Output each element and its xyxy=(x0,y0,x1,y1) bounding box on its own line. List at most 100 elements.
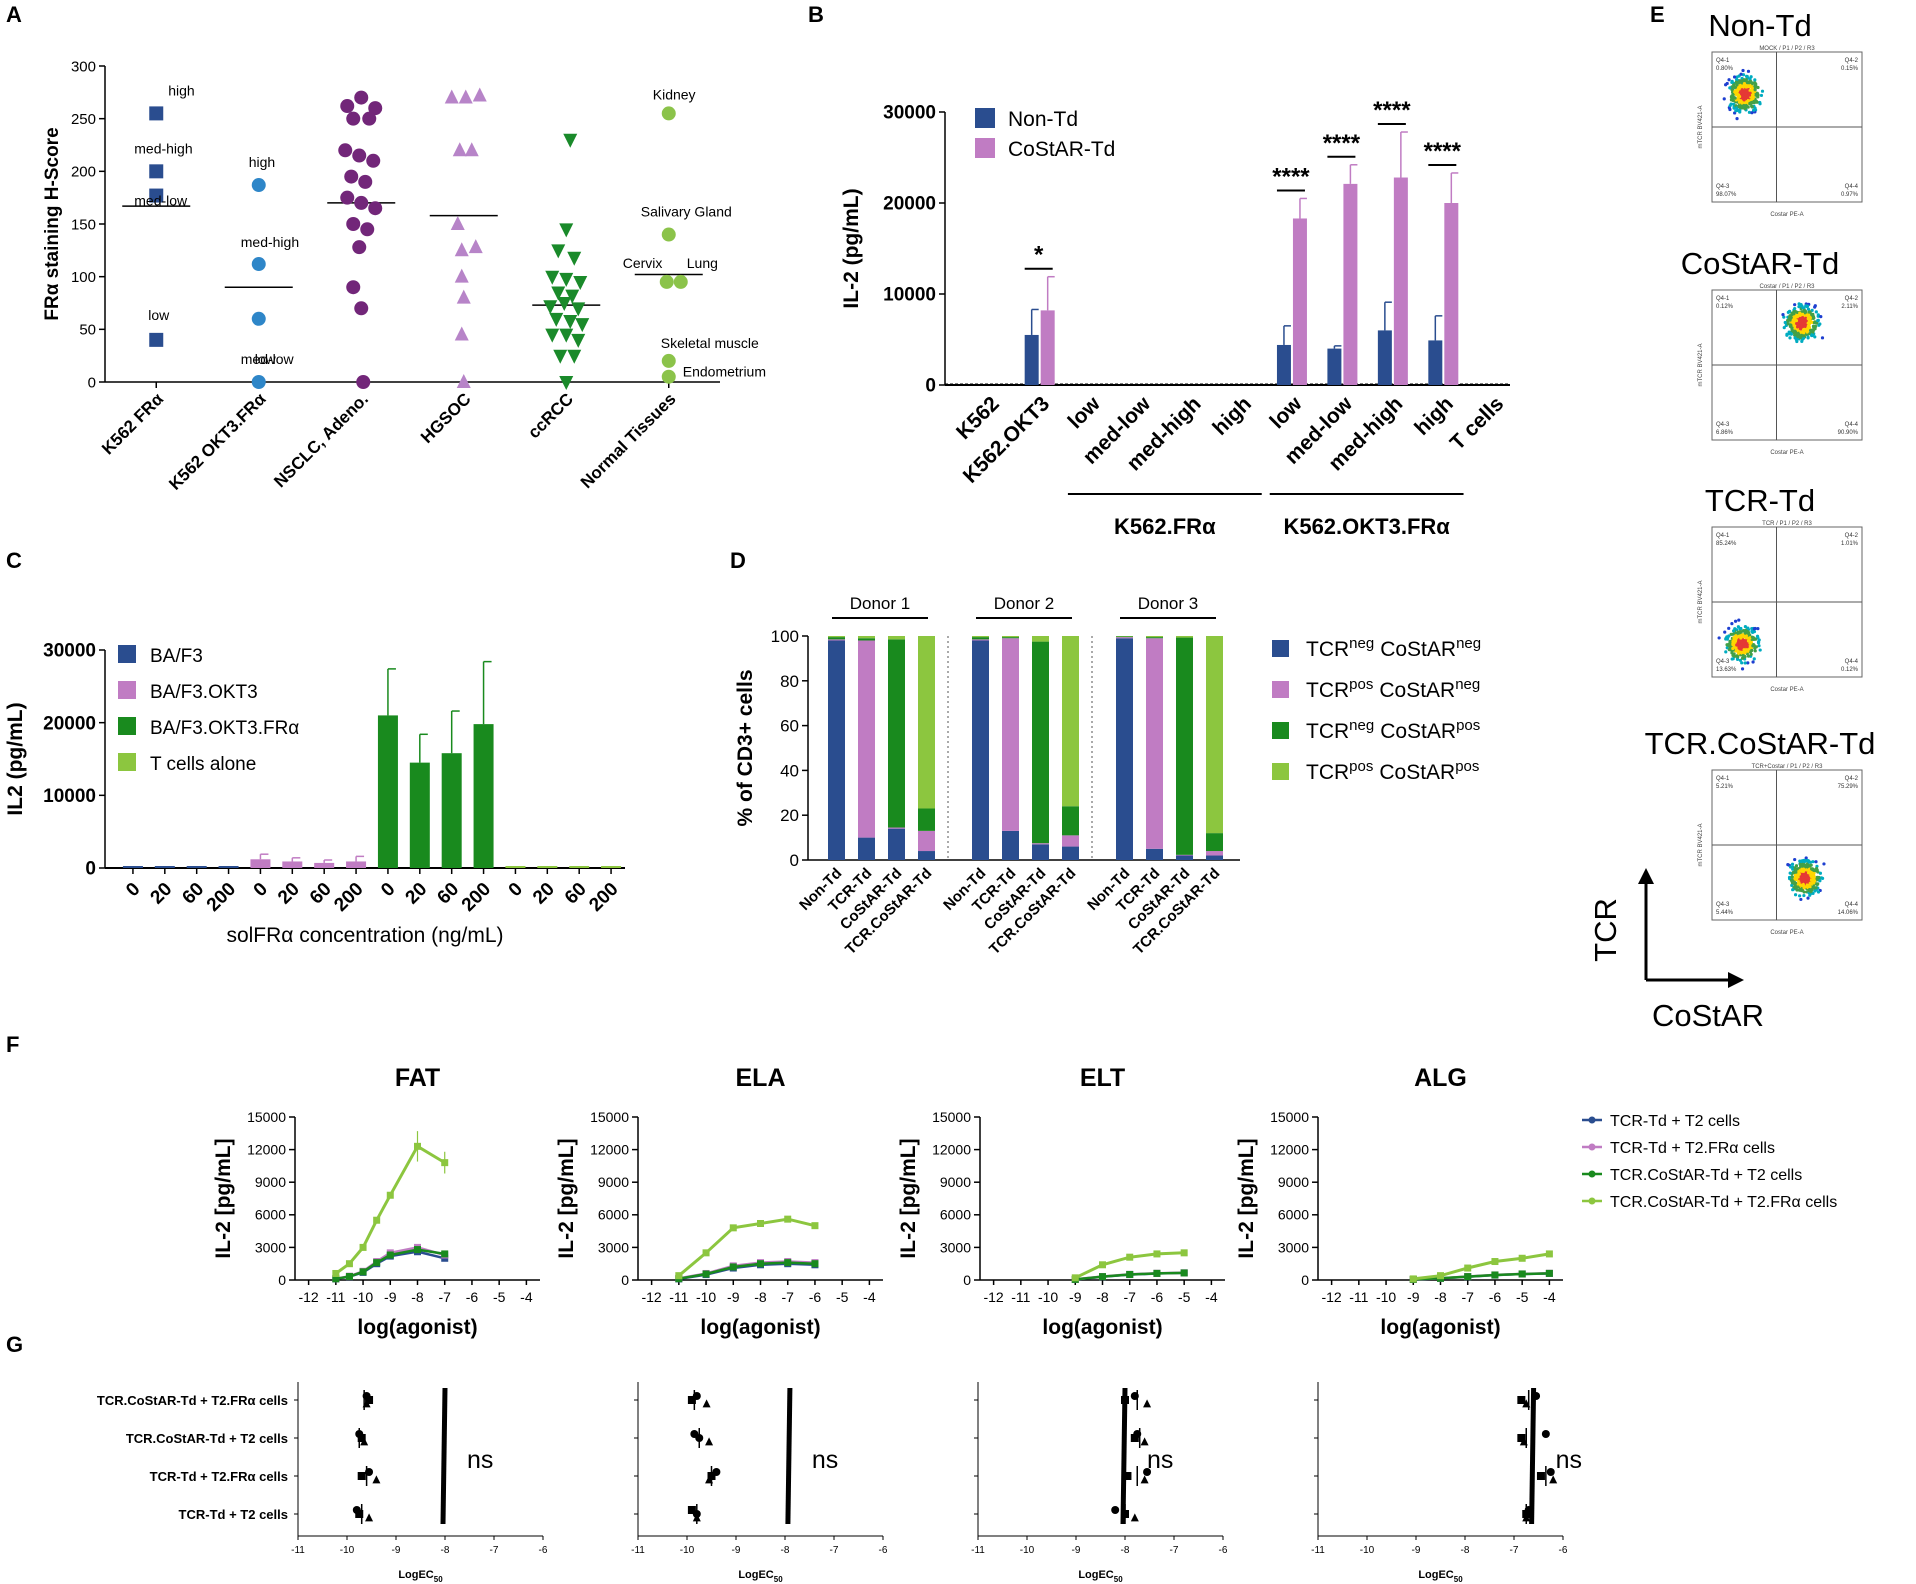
costar-arrow-head xyxy=(1728,972,1744,988)
flow-event xyxy=(1758,102,1762,106)
x-tick-label: 0 xyxy=(250,879,272,901)
ns-bar xyxy=(1120,1387,1128,1525)
x-tick-label: -4 xyxy=(520,1289,533,1305)
panel-label-F: F xyxy=(6,1032,19,1057)
flow-plot-title: Non-Td xyxy=(1708,8,1811,43)
bar xyxy=(346,861,367,868)
panel-label-B: B xyxy=(808,2,824,27)
flow-event xyxy=(1742,641,1746,645)
flow-event xyxy=(1799,897,1803,902)
y-axis-title: IL-2 (pg/mL) xyxy=(840,188,863,308)
y-tick-label: 80 xyxy=(780,672,799,691)
quadrant-label: Q4-2 xyxy=(1845,58,1859,64)
stacked-segment xyxy=(1032,844,1049,860)
flow-event xyxy=(1724,650,1728,654)
row-label: TCR.CoStAR-Td + T2.FRα cells xyxy=(97,1393,288,1408)
data-point xyxy=(360,222,375,237)
flow-event xyxy=(1744,636,1748,640)
flow-event xyxy=(1757,638,1761,642)
quadrant-label: Q4-3 xyxy=(1716,422,1730,428)
legend-label: T cells alone xyxy=(150,754,256,775)
stacked-segment xyxy=(1176,855,1193,860)
x-tick-label: -5 xyxy=(1178,1289,1191,1305)
legend-label-costar-sup: pos xyxy=(1456,717,1480,734)
data-point xyxy=(659,274,674,289)
data-point xyxy=(251,311,266,326)
stacked-segment xyxy=(1176,637,1193,855)
flow-event xyxy=(1731,653,1735,657)
data-point xyxy=(563,133,578,148)
bar xyxy=(1024,334,1039,385)
x-axis-title: log(agonist) xyxy=(1380,1316,1500,1339)
dose-point xyxy=(1518,1254,1526,1262)
x-axis-title-sub: 50 xyxy=(774,1575,783,1584)
flow-event xyxy=(1752,627,1756,631)
legend-label: TCRneg CoStARpos xyxy=(1306,717,1480,743)
flow-event xyxy=(1733,619,1738,623)
data-point xyxy=(456,373,471,388)
flow-event xyxy=(1804,856,1808,860)
x-tick-label: -8 xyxy=(441,1545,450,1556)
quadrant-label: Q4-2 xyxy=(1845,533,1859,539)
flow-event xyxy=(1793,336,1797,340)
flow-event xyxy=(1754,99,1758,104)
x-axis-title-main: LogEC xyxy=(1078,1569,1113,1581)
legend-marker xyxy=(1588,1197,1596,1205)
x-tick-label: -11 xyxy=(971,1545,985,1556)
bar xyxy=(473,724,494,868)
stacked-segment xyxy=(1062,806,1079,836)
flow-event xyxy=(1742,648,1746,652)
flow-event xyxy=(1736,81,1740,85)
x-axis-title: LogEC50 xyxy=(1078,1569,1123,1584)
ec50-point xyxy=(1541,1430,1550,1438)
ns-label: ns xyxy=(467,1446,493,1474)
data-point xyxy=(573,275,588,290)
bar xyxy=(441,753,462,868)
legend-label-costar: CoStAR xyxy=(1380,720,1456,743)
flow-event xyxy=(1817,875,1821,880)
ec50-point xyxy=(355,1510,364,1518)
quadrant-label: Q4-1 xyxy=(1716,776,1730,782)
flow-event xyxy=(1743,661,1747,665)
stacked-segment xyxy=(1002,830,1019,860)
flow-x-axis-label: Costar PE-A xyxy=(1770,450,1803,456)
data-point xyxy=(571,302,586,317)
x-tick-label: NSCLC, Adeno. xyxy=(270,389,372,491)
x-tick-label: -6 xyxy=(809,1289,822,1305)
y-tick-label: 150 xyxy=(71,216,96,233)
x-tick-label: -5 xyxy=(493,1289,506,1305)
legend-label-tcr: TCR xyxy=(1306,638,1349,661)
flow-event xyxy=(1786,863,1790,867)
flow-event xyxy=(1732,629,1736,633)
flow-event xyxy=(1802,890,1806,894)
flow-event xyxy=(1814,860,1818,864)
flow-event xyxy=(1731,92,1735,97)
data-point xyxy=(362,111,377,126)
data-point xyxy=(452,142,467,157)
bar xyxy=(1276,344,1291,385)
flow-event xyxy=(1753,78,1757,82)
data-point xyxy=(551,286,566,301)
x-tick-label: -10 xyxy=(1020,1545,1035,1556)
y-tick-label: 0 xyxy=(85,859,96,880)
flow-event xyxy=(1749,75,1753,79)
flow-event xyxy=(1732,102,1736,106)
x-tick-label: -4 xyxy=(863,1289,876,1305)
y-axis-title: % of CD3+ cells xyxy=(734,670,757,827)
flow-event xyxy=(1747,110,1752,114)
data-point xyxy=(456,289,471,304)
dose-point xyxy=(1545,1269,1553,1277)
quadrant-label: Q4-4 xyxy=(1845,422,1859,428)
flow-event xyxy=(1789,878,1794,882)
flow-header: TCR / P1 / P2 / R3 xyxy=(1762,521,1812,527)
stacked-segment xyxy=(972,636,989,638)
dose-point xyxy=(1153,1269,1161,1277)
panel-label-A: A xyxy=(6,2,22,27)
x-tick-label: -11 xyxy=(1311,1545,1325,1556)
data-point xyxy=(346,280,361,295)
dose-point xyxy=(345,1273,353,1281)
dose-point xyxy=(1545,1250,1553,1258)
x-tick-label: -6 xyxy=(879,1545,888,1556)
dose-point xyxy=(675,1272,683,1280)
